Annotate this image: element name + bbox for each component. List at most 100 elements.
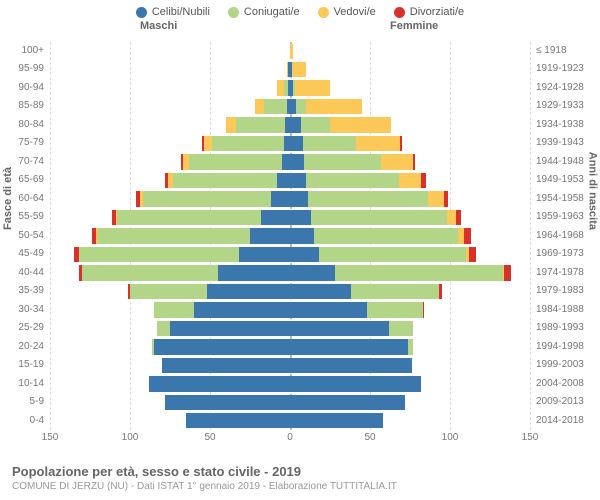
age-label: 65-69 xyxy=(18,171,44,189)
bar-segment xyxy=(381,154,413,169)
bar-segment xyxy=(79,247,239,262)
bar-female xyxy=(290,154,415,169)
legend-item: Vedovi/e xyxy=(318,6,376,18)
bar-female xyxy=(290,136,402,151)
header-male: Maschi xyxy=(140,20,177,32)
x-tick: 50 xyxy=(364,432,375,443)
bar-segment xyxy=(117,210,261,225)
bar-segment xyxy=(290,376,421,391)
bar-female xyxy=(290,191,448,206)
x-axis: 15010050050100150 xyxy=(50,432,530,448)
x-tick: 0 xyxy=(287,432,293,443)
bar-segment xyxy=(154,339,290,354)
bar-male xyxy=(136,191,290,206)
bar-male xyxy=(165,395,290,410)
legend-label: Vedovi/e xyxy=(334,6,376,18)
bar-segment xyxy=(218,265,290,280)
bar-segment xyxy=(290,191,308,206)
bar-segment xyxy=(264,99,286,114)
age-label: 50-54 xyxy=(18,227,44,245)
birth-year-label: 1979-1983 xyxy=(536,282,584,300)
bar-segment xyxy=(82,265,218,280)
age-label: 0-4 xyxy=(30,412,44,430)
bar-segment xyxy=(255,99,265,114)
birth-year-label: 1934-1938 xyxy=(536,116,584,134)
legend-label: Divorziati/e xyxy=(410,6,464,18)
bar-segment xyxy=(290,265,335,280)
bar-segment xyxy=(351,284,439,299)
bar-male xyxy=(181,154,290,169)
bar-segment xyxy=(290,173,306,188)
bar-female xyxy=(290,173,426,188)
age-label: 15-19 xyxy=(18,356,44,374)
birth-year-label: 1994-1998 xyxy=(536,338,584,356)
legend-label: Coniugati/e xyxy=(244,6,300,18)
y-axis-left-title: Fasce di età xyxy=(2,167,14,230)
bar-segment xyxy=(261,210,290,225)
bar-female xyxy=(290,339,413,354)
bar-male xyxy=(149,376,290,391)
age-label: 95-99 xyxy=(18,60,44,78)
y-axis-right-title: Anni di nascita xyxy=(586,152,598,230)
age-row: 30-341984-1988 xyxy=(50,301,530,319)
age-row: 10-142004-2008 xyxy=(50,375,530,393)
x-tick: 100 xyxy=(122,432,139,443)
plot-area: 100+≤ 191895-991919-192390-941924-192885… xyxy=(50,42,530,430)
bar-segment xyxy=(314,228,458,243)
bar-segment xyxy=(271,191,290,206)
legend: Celibi/Nubili Coniugati/e Vedovi/e Divorzia… xyxy=(0,0,600,20)
birth-year-label: 1999-2003 xyxy=(536,356,584,374)
legend-swatch xyxy=(318,7,329,18)
bar-segment xyxy=(428,191,444,206)
bar-female xyxy=(290,413,383,428)
chart-title: Popolazione per età, sesso e stato civil… xyxy=(12,464,588,479)
legend-item: Divorziati/e xyxy=(394,6,464,18)
bar-segment xyxy=(157,321,170,336)
bar-segment xyxy=(204,136,212,151)
bar-male xyxy=(202,136,290,151)
bar-male xyxy=(154,302,290,317)
bar-female xyxy=(290,302,424,317)
bar-female xyxy=(290,44,293,59)
bar-segment xyxy=(464,228,470,243)
birth-year-label: 1919-1923 xyxy=(536,60,584,78)
bar-female xyxy=(290,376,421,391)
birth-year-label: 1969-1973 xyxy=(536,245,584,263)
bar-segment xyxy=(170,321,290,336)
birth-year-label: 2004-2008 xyxy=(536,375,584,393)
bar-segment xyxy=(421,173,426,188)
bar-segment xyxy=(143,191,271,206)
bar-female xyxy=(290,395,405,410)
bar-female xyxy=(290,284,442,299)
bar-segment xyxy=(319,247,466,262)
bar-segment xyxy=(207,284,290,299)
age-row: 80-841934-1938 xyxy=(50,116,530,134)
bar-male xyxy=(152,339,290,354)
legend-item: Celibi/Nubili xyxy=(136,6,210,18)
age-row: 100+≤ 1918 xyxy=(50,42,530,60)
birth-year-label: 1944-1948 xyxy=(536,153,584,171)
age-row: 20-241994-1998 xyxy=(50,338,530,356)
legend-item: Coniugati/e xyxy=(228,6,300,18)
bar-female xyxy=(290,117,391,132)
bar-female xyxy=(290,358,412,373)
age-label: 45-49 xyxy=(18,245,44,263)
bar-segment xyxy=(189,154,282,169)
legend-label: Celibi/Nubili xyxy=(152,6,210,18)
bar-male xyxy=(255,99,290,114)
age-label: 90-94 xyxy=(18,79,44,97)
bar-female xyxy=(290,321,413,336)
bar-segment xyxy=(447,210,457,225)
pyramid-chart: Celibi/Nubili Coniugati/e Vedovi/e Divorzia… xyxy=(0,0,600,500)
bar-segment xyxy=(250,228,290,243)
bar-segment xyxy=(277,173,290,188)
bar-segment xyxy=(290,339,408,354)
bar-segment xyxy=(173,173,277,188)
x-tick: 150 xyxy=(42,432,59,443)
age-label: 55-59 xyxy=(18,208,44,226)
bar-male xyxy=(92,228,290,243)
age-label: 35-39 xyxy=(18,282,44,300)
birth-year-label: 1954-1958 xyxy=(536,190,584,208)
bar-segment xyxy=(296,99,306,114)
bar-segment xyxy=(236,117,286,132)
